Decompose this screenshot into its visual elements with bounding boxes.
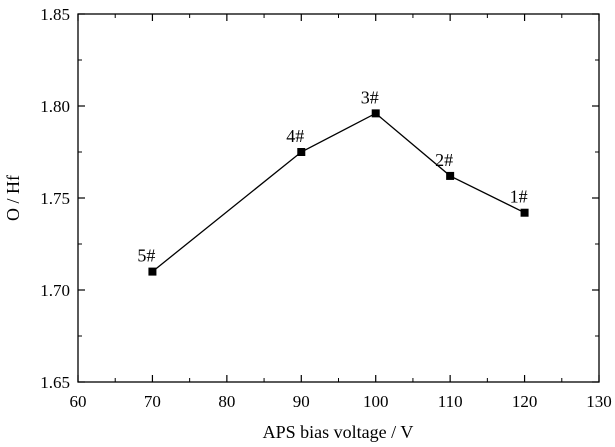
y-tick-label: 1.65	[40, 373, 70, 392]
y-tick-label: 1.85	[40, 5, 70, 24]
x-tick-label: 100	[363, 392, 389, 411]
data-point-label: 5#	[137, 246, 155, 266]
x-tick-label: 120	[512, 392, 538, 411]
y-tick-label: 1.80	[40, 97, 70, 116]
data-point-label: 3#	[361, 87, 379, 107]
y-axis-title: O / Hf	[3, 175, 23, 221]
y-tick-label: 1.75	[40, 189, 70, 208]
y-tick-label: 1.70	[40, 281, 70, 300]
axis-ticks: 60 70 80 90 100 110 120 130 1.65 1.70 1.75 1.80 1.85	[40, 5, 612, 411]
x-tick-label: 70	[144, 392, 161, 411]
data-point-label: 1#	[510, 187, 528, 207]
data-point-marker	[148, 267, 157, 276]
x-tick-label: 90	[293, 392, 310, 411]
x-tick-label: 80	[218, 392, 235, 411]
data-point-marker	[297, 148, 306, 156]
data-point-marker	[371, 109, 380, 118]
data-point-label: 4#	[286, 126, 304, 146]
data-point-marker	[520, 208, 529, 217]
x-tick-label: 60	[70, 392, 87, 411]
data-point-marker	[446, 171, 455, 180]
data-point-label: 2#	[435, 150, 453, 170]
series-line	[152, 112, 525, 273]
data-series: 5# 4# 3# 2# 1#	[137, 87, 529, 276]
x-tick-label: 130	[586, 392, 612, 411]
x-axis-title: APS bias voltage / V	[263, 422, 414, 442]
x-tick-label: 110	[438, 392, 463, 411]
